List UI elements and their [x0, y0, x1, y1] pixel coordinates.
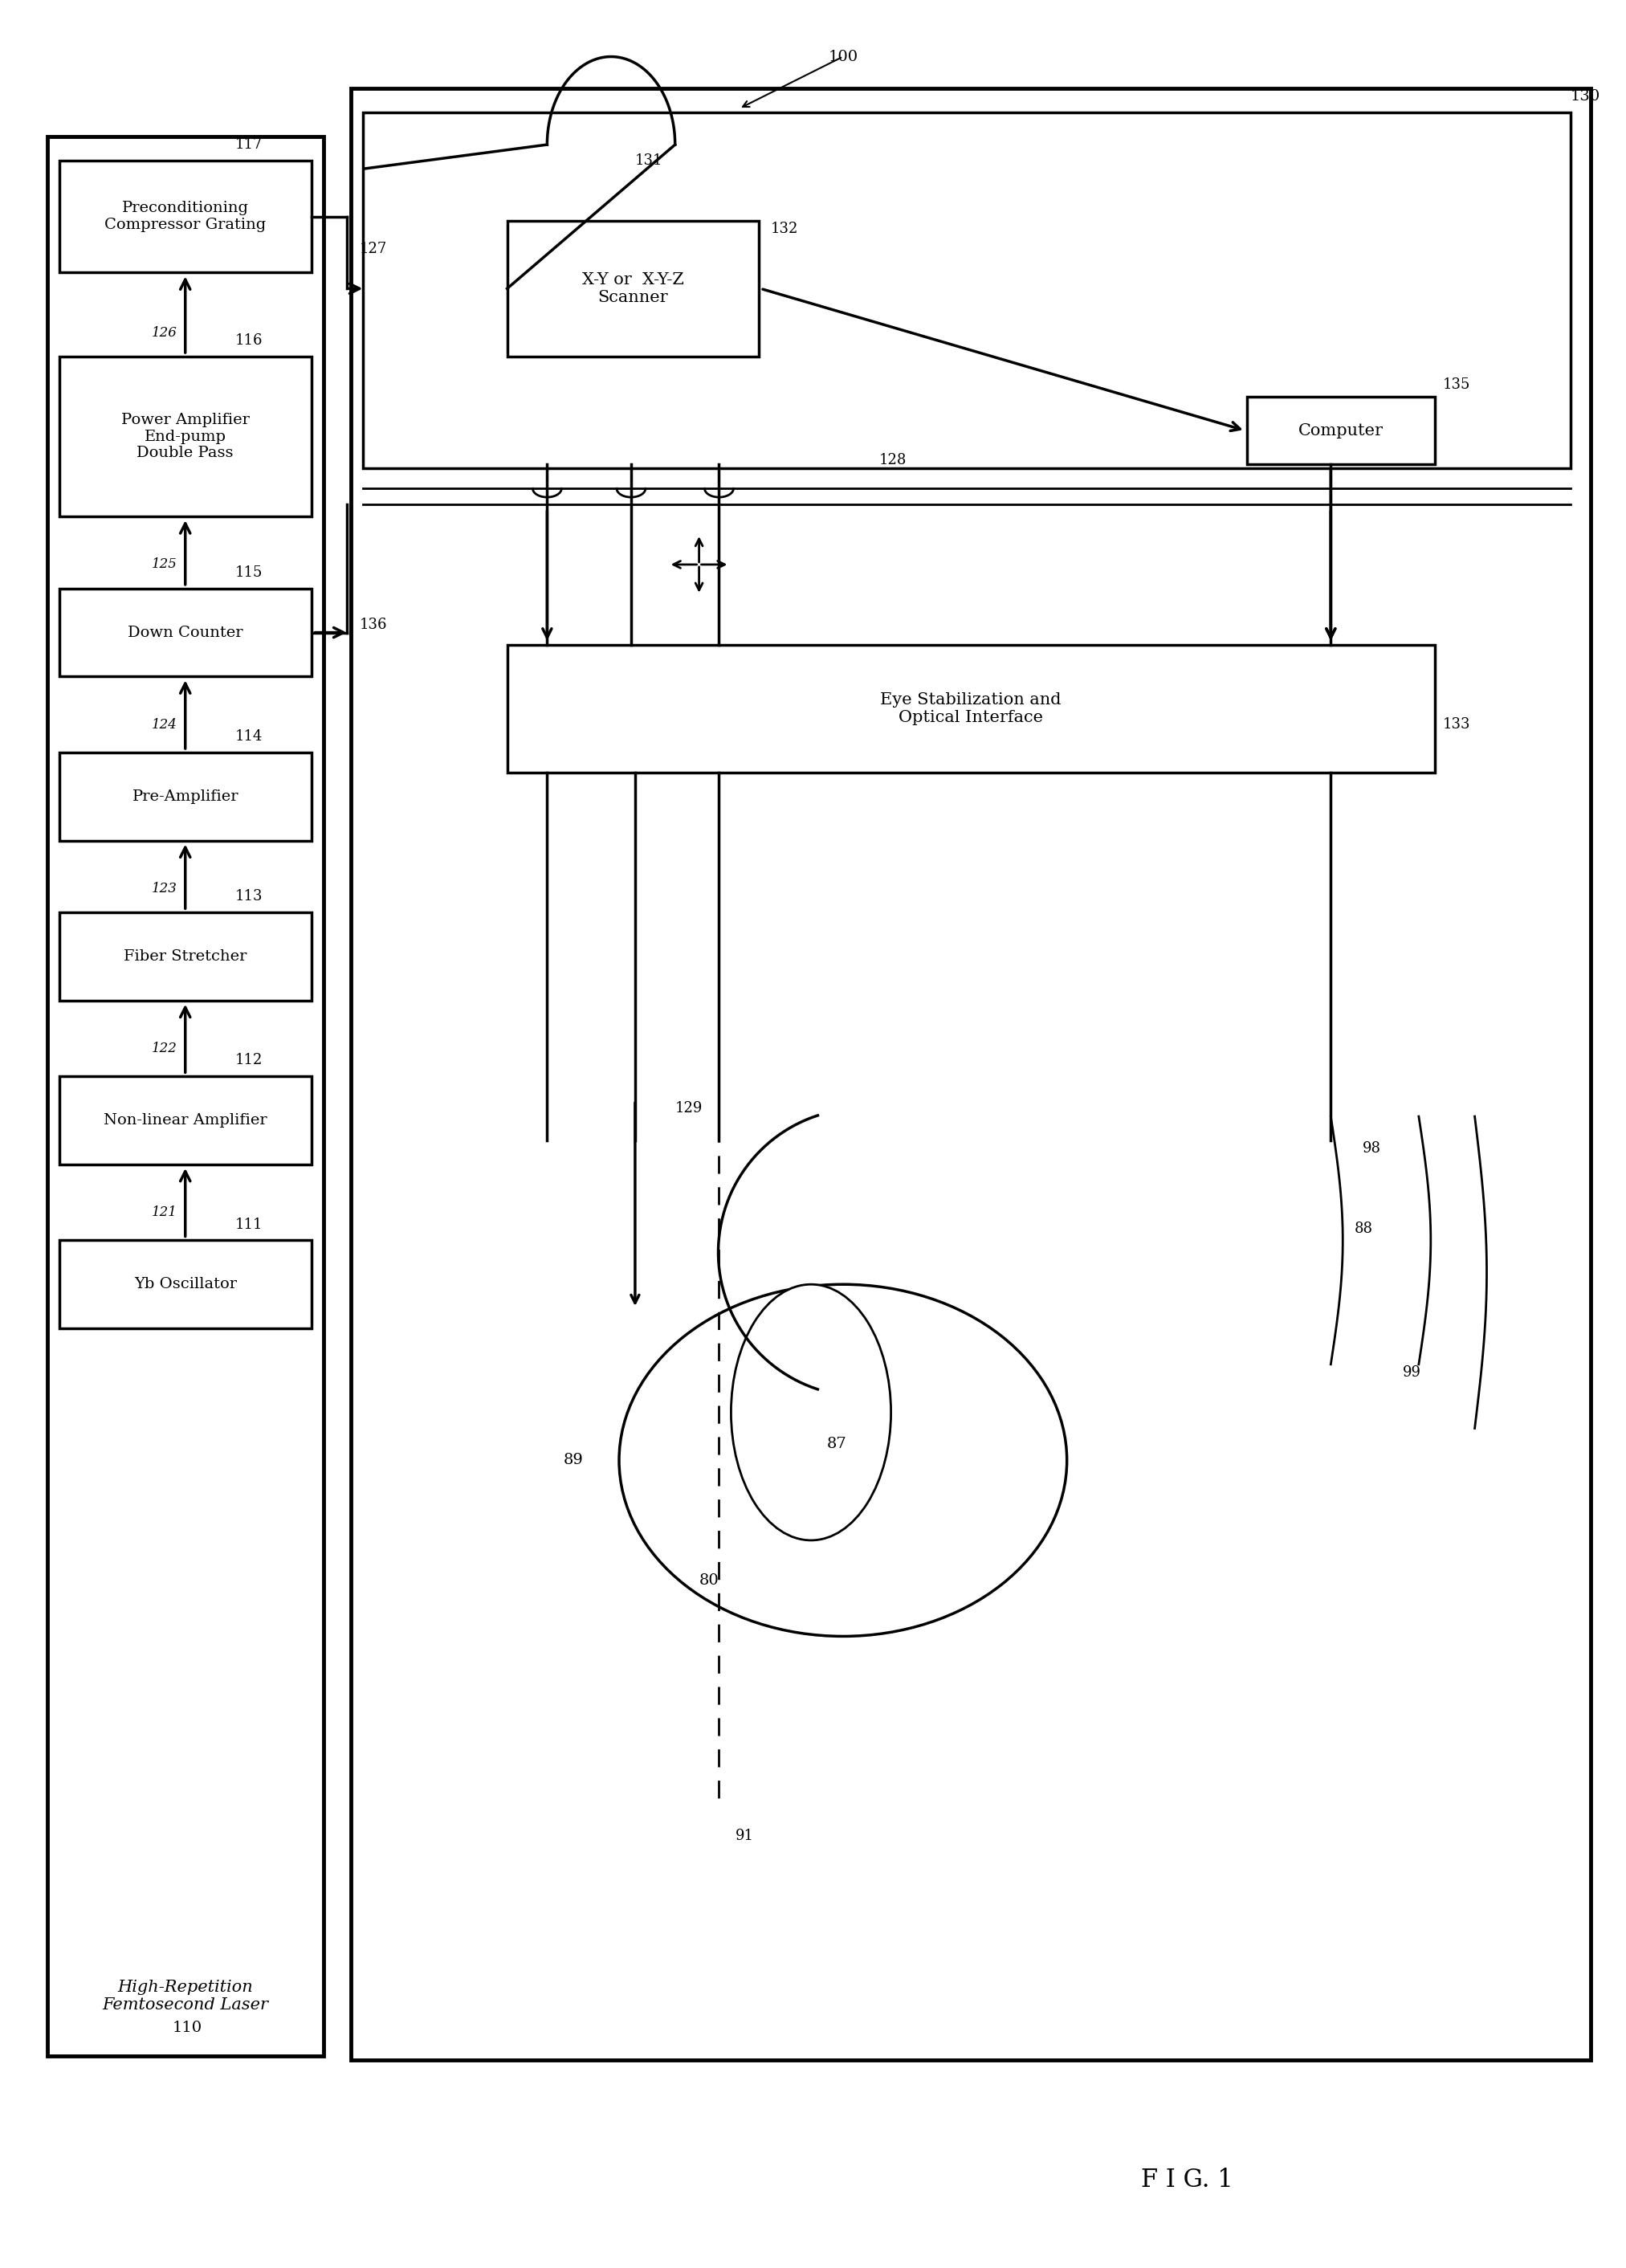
- Text: 133: 133: [1442, 717, 1470, 733]
- Text: 121: 121: [151, 1207, 177, 1220]
- Text: 132: 132: [771, 222, 798, 236]
- Bar: [1247, 397, 1434, 465]
- Bar: [59, 912, 311, 1000]
- Text: 131: 131: [636, 154, 663, 168]
- Bar: [59, 161, 311, 272]
- Text: 91: 91: [735, 1828, 753, 1844]
- Text: 116: 116: [236, 333, 263, 347]
- Bar: [47, 136, 324, 2057]
- Text: 130: 130: [1571, 88, 1600, 104]
- Text: 98: 98: [1363, 1141, 1380, 1157]
- Text: 122: 122: [151, 1041, 177, 1055]
- Bar: [59, 1241, 311, 1329]
- Text: 112: 112: [236, 1052, 263, 1068]
- Text: Fiber Stretcher: Fiber Stretcher: [124, 950, 247, 964]
- Text: 99: 99: [1403, 1365, 1421, 1379]
- Text: 123: 123: [151, 882, 177, 896]
- Text: 129: 129: [675, 1102, 702, 1116]
- Text: 87: 87: [828, 1438, 847, 1452]
- Text: 117: 117: [236, 138, 263, 152]
- Bar: [59, 753, 311, 841]
- Text: Eye Stabilization and
Optical Interface: Eye Stabilization and Optical Interface: [880, 692, 1062, 726]
- Bar: [59, 587, 311, 676]
- Text: Computer: Computer: [1298, 422, 1384, 438]
- Text: 80: 80: [699, 1574, 719, 1588]
- Bar: [59, 1077, 311, 1163]
- Text: High-Repetition
Femtosecond Laser: High-Repetition Femtosecond Laser: [102, 1980, 268, 2012]
- Bar: [351, 88, 1590, 2059]
- Text: Down Counter: Down Counter: [128, 626, 242, 640]
- Text: 128: 128: [880, 454, 907, 467]
- Text: 135: 135: [1442, 376, 1470, 392]
- Text: 114: 114: [236, 730, 263, 744]
- Text: 136: 136: [359, 617, 387, 633]
- Text: 89: 89: [563, 1454, 584, 1467]
- Text: 127: 127: [359, 240, 387, 256]
- Text: 125: 125: [151, 558, 177, 572]
- Text: Pre-Amplifier: Pre-Amplifier: [132, 789, 239, 803]
- Text: 110: 110: [172, 2021, 202, 2034]
- Text: Yb Oscillator: Yb Oscillator: [133, 1277, 237, 1290]
- Text: 113: 113: [236, 889, 263, 903]
- Text: 115: 115: [236, 565, 263, 581]
- Text: 88: 88: [1354, 1220, 1374, 1236]
- Bar: [507, 644, 1434, 773]
- Bar: [363, 113, 1571, 469]
- Text: Non-linear Amplifier: Non-linear Amplifier: [104, 1114, 267, 1127]
- Text: Preconditioning
Compressor Grating: Preconditioning Compressor Grating: [104, 202, 267, 231]
- Text: 100: 100: [828, 50, 859, 64]
- Text: 111: 111: [236, 1218, 263, 1232]
- Ellipse shape: [732, 1284, 891, 1540]
- Text: 126: 126: [151, 327, 177, 340]
- Text: X-Y or  X-Y-Z
Scanner: X-Y or X-Y-Z Scanner: [582, 272, 685, 306]
- Text: F I G. 1: F I G. 1: [1141, 2168, 1233, 2193]
- Bar: [59, 356, 311, 517]
- Bar: [507, 220, 759, 356]
- Text: 124: 124: [151, 717, 177, 730]
- Ellipse shape: [620, 1284, 1067, 1635]
- Text: Power Amplifier
End-pump
Double Pass: Power Amplifier End-pump Double Pass: [120, 413, 249, 460]
